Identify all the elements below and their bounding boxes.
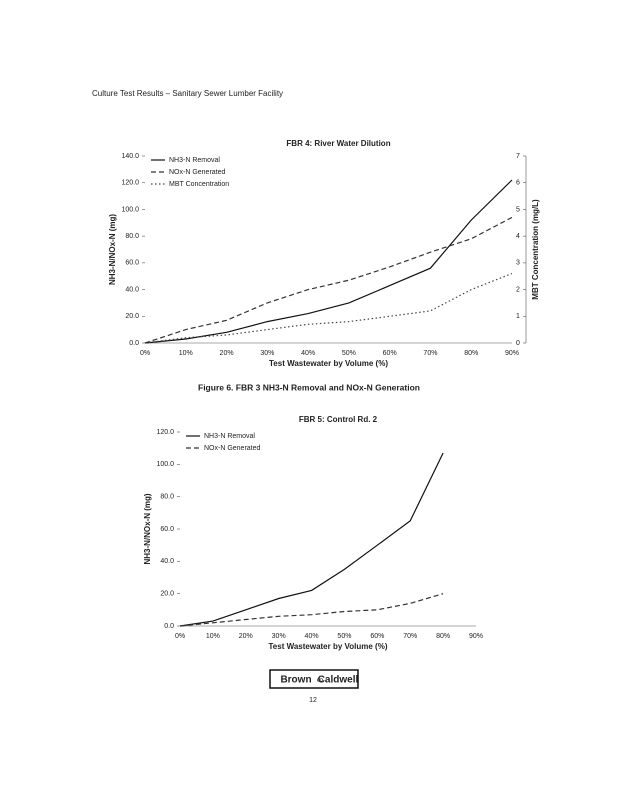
logo-frame bbox=[269, 669, 359, 689]
y-axis-label: NH3-N/NOx-N (mg) bbox=[143, 493, 152, 564]
x-tick-label: 80% bbox=[436, 633, 450, 640]
y-tick-label: 0.0 bbox=[129, 340, 139, 347]
header-title: Culture Test Results – Sanitary Sewer Lu… bbox=[92, 89, 283, 98]
y2-tick-label: 7 bbox=[516, 153, 520, 160]
y-tick-label: 100.0 bbox=[156, 461, 174, 468]
y-tick-label: 120.0 bbox=[156, 429, 174, 436]
x-tick-label: 0% bbox=[140, 350, 150, 357]
y2-axis-label: MBT Concentration (mg/L) bbox=[531, 199, 540, 300]
y-axis-label: NH3-N/NOx-N (mg) bbox=[108, 214, 117, 285]
y-tick-label: 0.0 bbox=[164, 623, 174, 630]
chart-title: FBR 5: Control Rd. 2 bbox=[299, 415, 378, 424]
y2-tick-label: 2 bbox=[516, 286, 520, 293]
legend-label: MBT Concentration bbox=[169, 181, 229, 188]
x-axis-label: Test Wastewater by Volume (%) bbox=[269, 359, 388, 368]
legend-label: NOx-N Generated bbox=[204, 445, 261, 452]
series-line bbox=[179, 452, 444, 627]
y-tick-label: 40.0 bbox=[125, 286, 139, 293]
x-tick-label: 50% bbox=[342, 350, 356, 357]
x-tick-label: 80% bbox=[464, 350, 478, 357]
logo-mark: ∞ bbox=[317, 674, 323, 684]
x-tick-label: 10% bbox=[206, 633, 220, 640]
x-tick-label: 40% bbox=[301, 350, 315, 357]
legend-label: NOx-N Generated bbox=[169, 169, 226, 176]
figure-caption: Figure 6. FBR 3 NH3-N Removal and NOx-N … bbox=[198, 382, 420, 392]
x-tick-label: 0% bbox=[175, 633, 185, 640]
legend-label: NH3-N Removal bbox=[169, 157, 220, 164]
chart-title: FBR 4: River Water Dilution bbox=[286, 139, 390, 148]
series-line bbox=[144, 216, 513, 344]
y-tick-label: 80.0 bbox=[125, 233, 139, 240]
y-tick-label: 80.0 bbox=[160, 494, 174, 501]
logo-right: Caldwell bbox=[318, 675, 359, 686]
x-tick-label: 70% bbox=[423, 350, 437, 357]
series-line bbox=[144, 179, 513, 344]
x-tick-label: 40% bbox=[305, 633, 319, 640]
x-axis-label: Test Wastewater by Volume (%) bbox=[269, 642, 388, 651]
y-tick-label: 40.0 bbox=[160, 558, 174, 565]
y2-tick-label: 6 bbox=[516, 180, 520, 187]
y2-tick-label: 3 bbox=[516, 260, 520, 267]
x-tick-label: 60% bbox=[370, 633, 384, 640]
y2-tick-label: 1 bbox=[516, 313, 520, 320]
y-tick-label: 60.0 bbox=[125, 260, 139, 267]
y-tick-label: 20.0 bbox=[160, 591, 174, 598]
series-line bbox=[144, 272, 513, 344]
y2-tick-label: 4 bbox=[516, 233, 520, 240]
y-tick-label: 60.0 bbox=[160, 526, 174, 533]
x-tick-label: 90% bbox=[505, 350, 519, 357]
x-tick-label: 60% bbox=[383, 350, 397, 357]
x-tick-label: 30% bbox=[272, 633, 286, 640]
y-tick-label: 140.0 bbox=[121, 153, 139, 160]
x-tick-label: 50% bbox=[337, 633, 351, 640]
x-tick-label: 10% bbox=[179, 350, 193, 357]
x-tick-label: 70% bbox=[403, 633, 417, 640]
y2-tick-label: 5 bbox=[516, 206, 520, 213]
x-tick-label: 20% bbox=[239, 633, 253, 640]
x-tick-label: 90% bbox=[469, 633, 483, 640]
page-number: 12 bbox=[309, 697, 317, 704]
y-tick-label: 100.0 bbox=[121, 206, 139, 213]
y-tick-label: 20.0 bbox=[125, 313, 139, 320]
logo-left: Brown bbox=[280, 675, 311, 686]
x-tick-label: 20% bbox=[220, 350, 234, 357]
y-tick-label: 120.0 bbox=[121, 180, 139, 187]
series-line bbox=[179, 593, 444, 627]
legend-label: NH3-N Removal bbox=[204, 433, 255, 440]
y2-tick-label: 0 bbox=[516, 340, 520, 347]
x-tick-label: 30% bbox=[260, 350, 274, 357]
